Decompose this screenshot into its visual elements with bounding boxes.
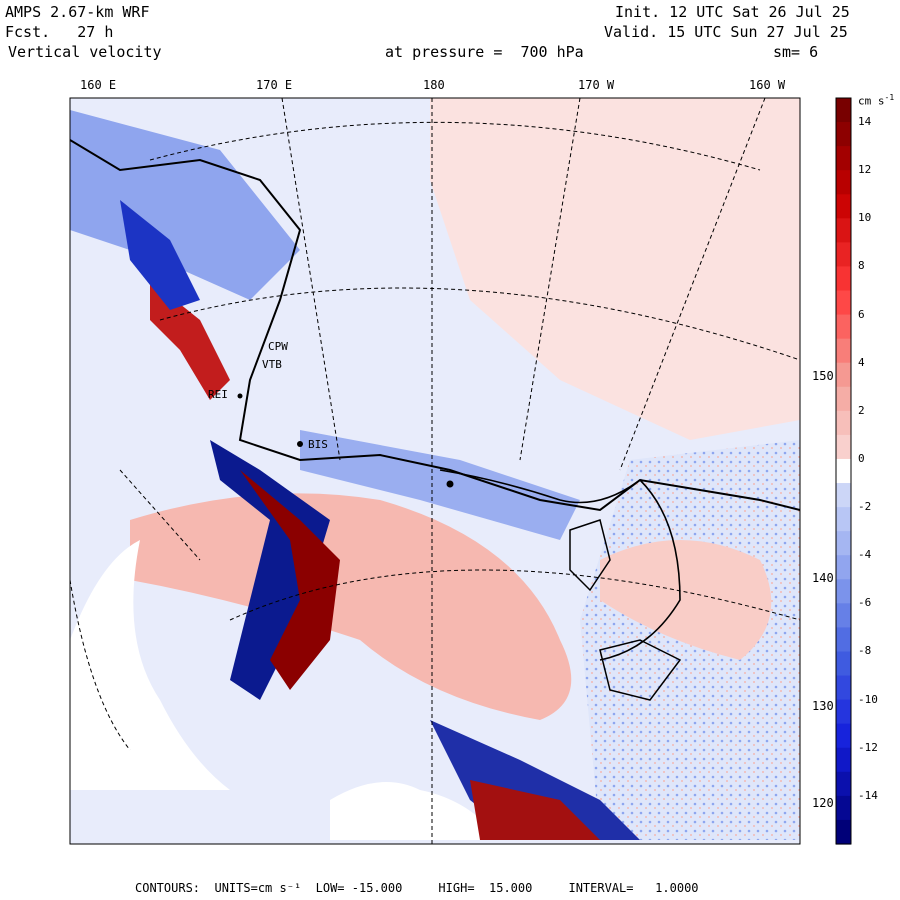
station-dot-ice — [446, 480, 454, 488]
colorbar-bin — [836, 362, 851, 388]
strong-up-ridge — [240, 470, 340, 690]
weak-up-region-north — [430, 98, 800, 440]
station-label-cpw: CPW — [268, 340, 288, 353]
parallel-lines — [70, 121, 800, 751]
colorbar-tick-label: -4 — [858, 548, 872, 562]
strong-up-coast-south — [470, 780, 600, 840]
station-label-vtb: VTB — [262, 358, 282, 371]
colorbar-tick-label: 6 — [858, 307, 865, 321]
colorbar-bin — [836, 507, 851, 532]
strong-down-ridge — [210, 440, 330, 700]
lon-label-180: 180 — [423, 78, 445, 92]
colorbar-bin — [836, 603, 851, 629]
ross-ice-front — [439, 469, 681, 661]
colorbar-bin — [836, 555, 851, 580]
valid-time: Valid. 15 UTC Sun 27 Jul 25 — [604, 23, 848, 41]
coastline — [70, 139, 800, 512]
colorbar-bin — [836, 122, 851, 147]
colorbar-bin — [836, 338, 851, 364]
forecast-hour: Fcst. 27 h — [5, 23, 114, 41]
station-dot-rei — [237, 393, 243, 399]
field-name: Vertical velocity — [8, 43, 162, 61]
station-label-bis: BIS — [308, 438, 328, 451]
colorbar-bin — [836, 771, 851, 797]
colorbar-bin — [836, 531, 851, 556]
lon-label-170e: 170 E — [256, 78, 293, 92]
colorbar-bin — [836, 723, 851, 749]
colorbar-bin — [836, 747, 851, 773]
colorbar-tick-label: 8 — [858, 259, 865, 273]
colorbar-bin — [836, 434, 851, 460]
ice-shelf-outline — [569, 519, 682, 701]
colorbar-bin — [836, 386, 851, 412]
colorbar-tick-label: 2 — [858, 403, 865, 417]
colorbar-bin — [836, 819, 851, 845]
colorbar-bin — [836, 458, 851, 484]
map-frame — [69, 97, 801, 845]
lon-label-160w: 160 W — [749, 78, 786, 92]
contour-info: CONTOURS: UNITS=cm s⁻¹ LOW= -15.000 HIGH… — [135, 881, 699, 895]
colorbar-bin — [836, 627, 851, 653]
colorbar-tick-label: -8 — [858, 644, 872, 658]
colorbar-bin — [836, 483, 851, 508]
colorbar-bin — [836, 290, 851, 316]
colorbar-bin — [836, 98, 851, 123]
down-band-northwest — [70, 110, 300, 300]
init-time: Init. 12 UTC Sat 26 Jul 25 — [615, 3, 850, 21]
colorbar-tick-label: 12 — [858, 163, 872, 177]
up-region-east — [600, 540, 772, 660]
lon-label-170w: 170 W — [578, 78, 615, 92]
model-title: AMPS 2.67-km WRF — [5, 3, 150, 21]
colorbar-tick-label: 0 — [858, 451, 865, 465]
colorbar-bin — [836, 314, 851, 340]
station-dot-bis — [297, 441, 303, 447]
colorbar-bin — [836, 410, 851, 436]
colorbar-bin — [836, 699, 851, 725]
meridian-lines — [119, 98, 766, 844]
no-data-south — [330, 782, 500, 840]
colorbar-tick-label: -12 — [858, 740, 878, 754]
colorbar-bin — [836, 146, 851, 171]
colorbar-bin — [836, 194, 851, 219]
colorbar-tick-label: -10 — [858, 692, 878, 706]
colorbar-bin — [836, 242, 851, 268]
colorbar-unit: cm s-1 — [858, 93, 895, 108]
colorbar-bin — [836, 266, 851, 292]
colorbar-tick-label: -6 — [858, 596, 872, 610]
colorbar-tick-label: -14 — [858, 788, 878, 802]
colorbar-tick-label: 14 — [858, 115, 872, 129]
station-markers — [237, 393, 454, 488]
lon-label-160e: 160 E — [80, 78, 117, 92]
colorbar-tick-label: 4 — [858, 355, 865, 369]
colorbar-bin — [836, 579, 851, 604]
colorbar-bin — [836, 170, 851, 195]
up-region-central — [130, 493, 572, 720]
colorbar-bin — [836, 675, 851, 701]
no-data-west — [70, 540, 230, 790]
station-label-rei: REI — [208, 388, 228, 401]
smoothing: sm= 6 — [773, 43, 819, 61]
colorbar-bin — [836, 651, 851, 677]
down-band-ross — [300, 430, 580, 540]
down-band-victoria — [120, 200, 200, 310]
colorbar-tick-label: -2 — [858, 500, 872, 514]
colorbar-tick-label: 10 — [858, 211, 872, 225]
colorbar-bin — [836, 795, 851, 821]
colorbar-bin — [836, 218, 851, 243]
pressure-level: at pressure = 700 hPa — [385, 43, 584, 61]
